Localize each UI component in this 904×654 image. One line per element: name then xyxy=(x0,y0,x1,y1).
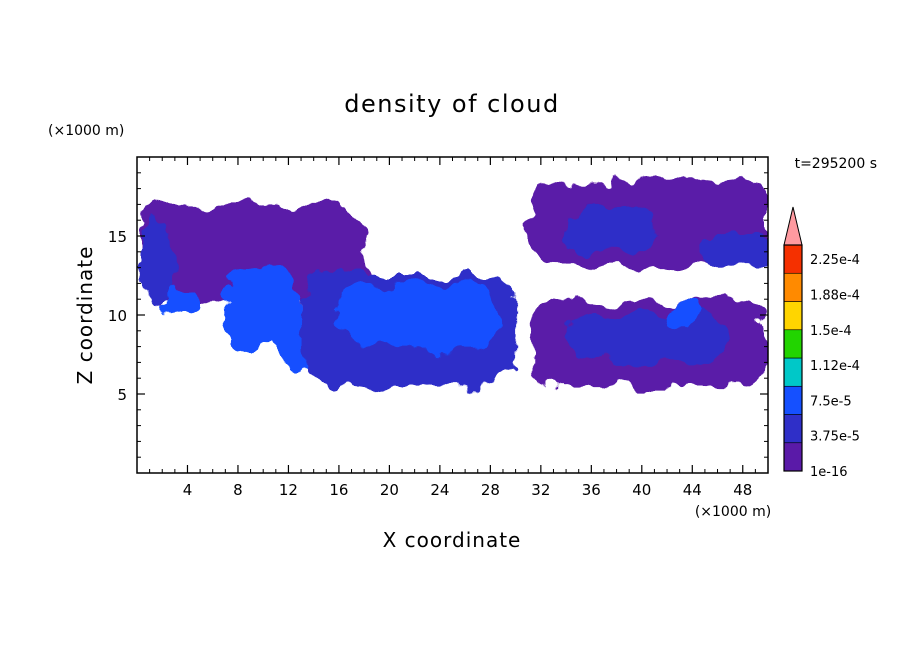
colorbar-segment-1 xyxy=(783,414,803,444)
density-region-9 xyxy=(566,315,731,363)
x-tick-label-3: 16 xyxy=(329,481,348,499)
colorbar-label-2: 7.5e-5 xyxy=(810,394,852,409)
colorbar-segment-7 xyxy=(783,244,803,274)
y-tick-label-1: 10 xyxy=(108,307,127,325)
y-axis: 5 10 15 xyxy=(108,172,768,458)
colorbar-label-0: 1e-16 xyxy=(810,465,848,480)
density-region-1 xyxy=(139,220,175,300)
colorbar-frame xyxy=(783,244,803,472)
x-axis: 4 8 12 16 20 24 28 32 36 40 44 48 xyxy=(149,157,756,499)
x-unit-label: (×1000 m) xyxy=(695,504,771,520)
x-axis-label: X coordinate xyxy=(383,528,522,552)
x-tick-label-9: 40 xyxy=(632,481,651,499)
colorbar-segment-2 xyxy=(783,385,803,415)
density-region-0 xyxy=(139,204,365,300)
y-tick-label-0: 5 xyxy=(117,386,127,404)
colorbar-segment-3 xyxy=(783,357,803,387)
density-region-12 xyxy=(566,204,655,252)
colorbar-segment-6 xyxy=(783,272,803,302)
colorbar-label-6: 2.25e-4 xyxy=(810,253,860,268)
y-tick-label-2: 15 xyxy=(108,228,127,246)
colorbar-segment-5 xyxy=(783,301,803,331)
x-tick-label-7: 32 xyxy=(531,481,550,499)
time-label: t=295200 s xyxy=(795,156,877,172)
density-region-13 xyxy=(692,236,768,268)
chart-title: density of cloud xyxy=(344,90,559,118)
density-region-10 xyxy=(667,299,705,331)
colorbar-segment-0 xyxy=(783,442,803,472)
x-tick-label-2: 12 xyxy=(279,481,298,499)
colorbar-extension-triangle xyxy=(783,206,803,246)
cloud-density-field xyxy=(139,180,768,387)
density-region-7 xyxy=(389,291,466,331)
x-tick-label-4: 20 xyxy=(380,481,399,499)
x-tick-label-11: 48 xyxy=(733,481,752,499)
x-tick-label-8: 36 xyxy=(582,481,601,499)
x-tick-label-5: 24 xyxy=(430,481,449,499)
colorbar: 1e-16 3.75e-5 7.5e-5 1.12e-4 1.5e-4 1.88e-4 2.… xyxy=(783,206,860,480)
x-tick-label-10: 44 xyxy=(683,481,702,499)
x-tick-label-6: 28 xyxy=(481,481,500,499)
y-axis-label: Z coordinate xyxy=(73,246,97,385)
colorbar-label-3: 1.12e-4 xyxy=(810,359,860,374)
density-region-2 xyxy=(162,283,201,315)
colorbar-segment-4 xyxy=(783,329,803,359)
x-tick-label-1: 8 xyxy=(233,481,243,499)
colorbar-label-4: 1.5e-4 xyxy=(810,324,852,339)
y-unit-label: (×1000 m) xyxy=(48,123,124,139)
x-tick-label-0: 4 xyxy=(183,481,193,499)
colorbar-label-1: 3.75e-5 xyxy=(810,430,860,445)
colorbar-label-5: 1.88e-4 xyxy=(810,288,860,303)
